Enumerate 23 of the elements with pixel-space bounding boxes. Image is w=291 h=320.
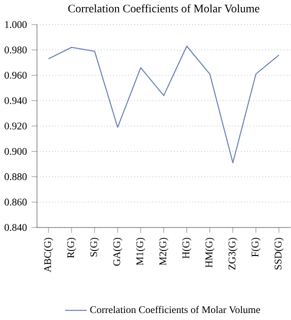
x-tick-label: R(G) — [67, 238, 76, 258]
x-tick-label: ABC(G) — [44, 238, 54, 272]
x-tick-label: ZG3(G) — [228, 238, 238, 270]
x-tick-label: SSD(G) — [274, 238, 284, 270]
y-tick-label: 0.900 — [4, 148, 27, 155]
legend-label: Correlation Coefficients of Molar Volume — [90, 306, 260, 314]
y-tick-label: 0.960 — [4, 72, 27, 79]
x-tick-label: GA(G) — [113, 238, 122, 266]
y-tick-label: 0.980 — [4, 46, 27, 54]
x-tick-label: M1(G) — [136, 238, 146, 266]
y-tick-label: 0.940 — [4, 97, 27, 104]
x-tick-label: S(G) — [90, 238, 100, 256]
y-tick-label: 0.860 — [4, 198, 27, 206]
y-tick-label: 1.000 — [5, 21, 27, 28]
x-tick-label: M2(G) — [159, 238, 168, 266]
x-tick-label: F(G) — [251, 238, 261, 257]
y-tick-label: 0.840 — [4, 224, 27, 231]
x-tick-label: HM(G) — [205, 238, 215, 268]
x-tick-label: H(G) — [182, 238, 192, 259]
y-tick-label: 0.880 — [4, 173, 27, 180]
line-series — [48, 46, 280, 164]
y-tick-label: 0.920 — [4, 122, 27, 130]
chart-title: Correlation Coefficients of Molar Volume — [68, 4, 260, 12]
